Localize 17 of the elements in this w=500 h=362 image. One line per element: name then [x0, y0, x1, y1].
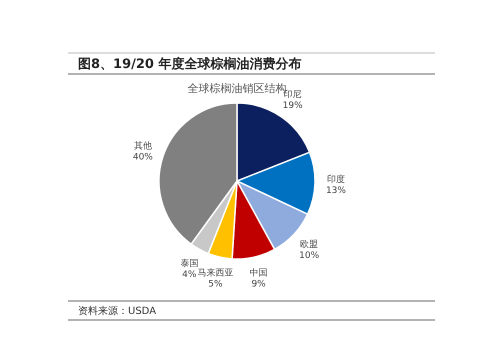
slice-label: 欧盟	[300, 238, 318, 250]
slice-label: 中国	[250, 268, 268, 279]
slice-label: 其他	[134, 140, 152, 152]
text: 资料来源：USDA	[78, 305, 156, 317]
chart-title: 图8、19/20 年度全球棕榈油消费分布	[78, 56, 302, 72]
data-label: 9%	[251, 280, 266, 290]
data-label: 5%	[208, 280, 223, 290]
slice-label: 印度	[326, 174, 345, 186]
data-label: 4%	[182, 270, 197, 280]
slice-label: 泰国	[180, 258, 198, 269]
slice-label: 印尼	[284, 89, 302, 100]
data-label: 10%	[299, 250, 320, 261]
data-label: 40%	[132, 152, 154, 162]
data-label: 13%	[326, 186, 346, 196]
data-label: 19%	[282, 101, 304, 112]
slice-label: 马来西亚	[197, 268, 234, 279]
chart-subtitle: 全球棕榈油销区结构	[188, 82, 286, 95]
